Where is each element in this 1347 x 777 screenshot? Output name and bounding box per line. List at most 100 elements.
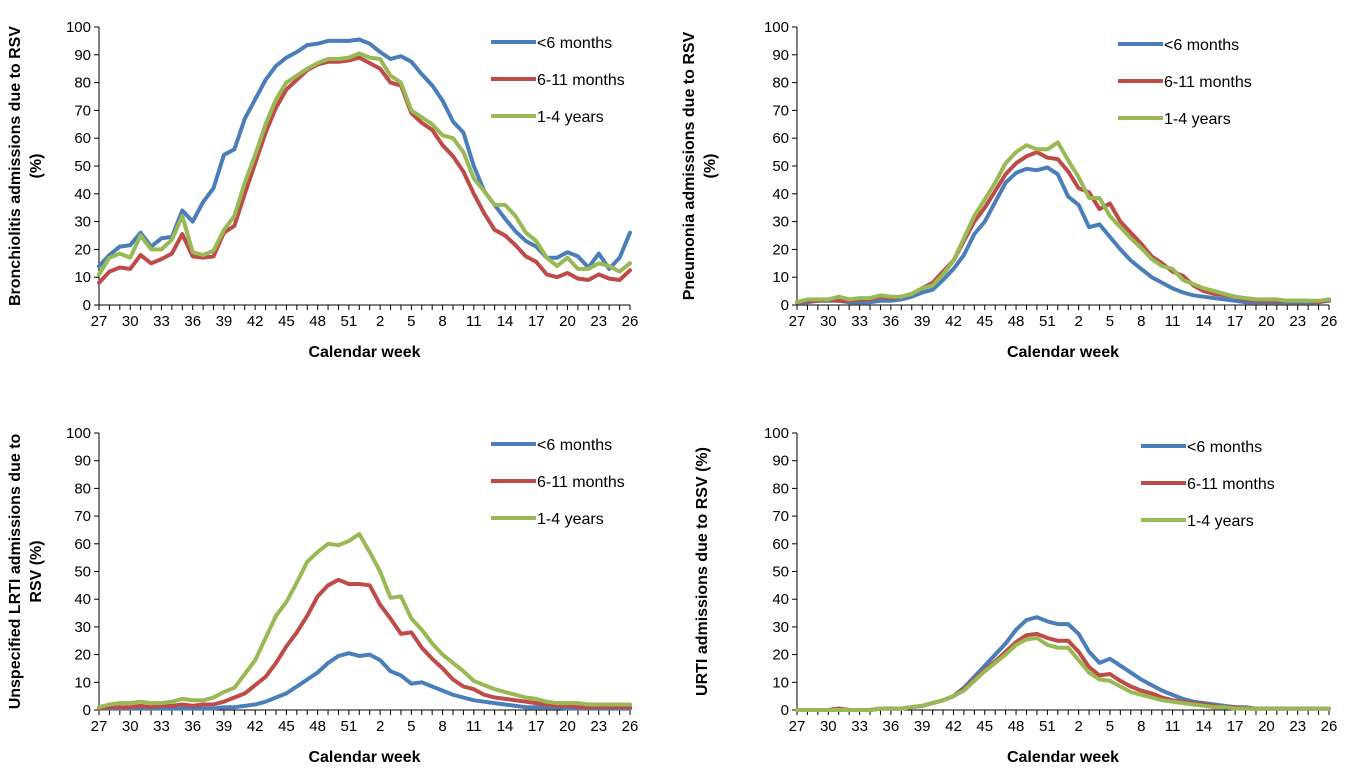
legend-label: 6-11 months xyxy=(1187,476,1275,493)
x-tick-label: 48 xyxy=(1008,718,1025,735)
x-tick-label: 27 xyxy=(789,313,806,330)
y-tick-label: 60 xyxy=(772,536,789,553)
x-tick-label: 26 xyxy=(1321,313,1338,330)
x-tick-label: 20 xyxy=(1258,718,1275,735)
chart-panel-bronchiolitis: 0 10 20 30 40 50 60 70 80 90 100 27 30 33 36 39 42 45 48 51… xyxy=(0,0,673,388)
y-tick-label: 20 xyxy=(74,647,91,664)
chart-panel-urti: 0 10 20 30 40 50 60 70 80 90 100 27 30 33 36 39 42 45 48 51… xyxy=(674,389,1347,777)
x-axis-title: Calendar week xyxy=(1007,344,1119,361)
y-tick-label: 90 xyxy=(772,453,789,470)
x-tick-label: 8 xyxy=(1137,313,1145,330)
x-tick-label: 17 xyxy=(528,313,545,330)
y-tick-label: 40 xyxy=(772,591,789,608)
x-tick-label: 20 xyxy=(559,313,576,330)
x-tick-label: 26 xyxy=(1321,718,1338,735)
x-tick-label: 17 xyxy=(1227,718,1244,735)
x-tick-label: 27 xyxy=(91,718,108,735)
y-tick-label: 30 xyxy=(772,214,789,231)
x-tick-label: 8 xyxy=(438,313,446,330)
x-tick-label: 45 xyxy=(976,313,993,330)
x-tick-label: 23 xyxy=(590,313,607,330)
y-axis-title: Bronchiolitis admissions due to RSV (%) xyxy=(7,26,45,306)
x-tick-label: 30 xyxy=(122,313,139,330)
x-tick-label: 27 xyxy=(91,313,108,330)
x-tick-label: 51 xyxy=(341,313,358,330)
legend-label: <6 months xyxy=(1164,37,1239,54)
y-tick-label: 30 xyxy=(74,214,91,231)
legend-label: <6 months xyxy=(537,437,612,454)
series-line-2 xyxy=(795,150,1331,305)
x-tick-label: 17 xyxy=(528,718,545,735)
y-tick-label: 10 xyxy=(772,674,789,691)
x-tick-label: 26 xyxy=(622,718,639,735)
x-tick-label: 33 xyxy=(153,313,170,330)
series-line-3 xyxy=(795,636,1331,712)
legend-label: 1-4 years xyxy=(537,109,604,126)
y-tick-label: 80 xyxy=(772,75,789,92)
y-tick-label: 20 xyxy=(772,647,789,664)
x-tick-label: 39 xyxy=(216,718,233,735)
y-tick-label: 30 xyxy=(74,619,91,636)
legend-label: <6 months xyxy=(537,35,612,52)
x-tick-label: 33 xyxy=(851,313,868,330)
y-tick-label: 10 xyxy=(74,269,91,286)
x-tick-label: 45 xyxy=(278,313,295,330)
y-tick-label: 100 xyxy=(764,19,789,36)
x-tick-label: 39 xyxy=(216,313,233,330)
y-tick-label: 90 xyxy=(74,47,91,64)
y-axis-title: URTI admissions due to RSV (%) xyxy=(694,447,711,696)
x-axis-title: Calendar week xyxy=(308,344,420,361)
y-tick-label: 40 xyxy=(74,591,91,608)
x-tick-label: 5 xyxy=(1106,718,1114,735)
x-tick-label: 5 xyxy=(407,718,415,735)
x-tick-label: 39 xyxy=(914,313,931,330)
y-tick-label: 100 xyxy=(66,425,91,442)
x-tick-label: 48 xyxy=(309,313,326,330)
x-tick-label: 2 xyxy=(1074,313,1082,330)
x-tick-label: 2 xyxy=(376,313,384,330)
x-tick-label: 36 xyxy=(883,313,900,330)
x-tick-label: 27 xyxy=(789,718,806,735)
y-tick-label: 10 xyxy=(74,674,91,691)
y-tick-label: 80 xyxy=(74,480,91,497)
y-tick-label: 60 xyxy=(74,536,91,553)
y-tick-label: 20 xyxy=(772,241,789,258)
y-tick-label: 80 xyxy=(74,75,91,92)
y-tick-label: 70 xyxy=(772,102,789,119)
y-tick-label: 50 xyxy=(74,564,91,581)
legend-label: 1-4 years xyxy=(1164,111,1231,128)
y-tick-label: 100 xyxy=(764,425,789,442)
x-tick-label: 23 xyxy=(1289,313,1306,330)
series-line-1 xyxy=(795,165,1331,305)
y-tick-label: 70 xyxy=(772,508,789,525)
series-line-3 xyxy=(97,51,632,277)
x-tick-label: 48 xyxy=(309,718,326,735)
y-tick-label: 60 xyxy=(74,130,91,147)
y-tick-label: 60 xyxy=(772,130,789,147)
y-tick-label: 90 xyxy=(772,47,789,64)
x-tick-label: 5 xyxy=(407,313,415,330)
y-tick-label: 40 xyxy=(74,186,91,203)
x-tick-label: 42 xyxy=(247,313,264,330)
x-tick-label: 17 xyxy=(1227,313,1244,330)
x-tick-label: 11 xyxy=(466,718,482,735)
y-tick-label: 50 xyxy=(74,158,91,175)
x-tick-label: 51 xyxy=(1039,718,1056,735)
x-tick-label: 14 xyxy=(497,313,514,330)
legend-label: 6-11 months xyxy=(537,474,625,491)
x-tick-label: 14 xyxy=(1195,718,1212,735)
y-tick-label: 50 xyxy=(772,158,789,175)
y-tick-label: 0 xyxy=(781,297,789,314)
y-tick-label: 50 xyxy=(772,564,789,581)
x-axis-title: Calendar week xyxy=(308,749,420,766)
series-line-2 xyxy=(97,55,632,285)
y-tick-label: 100 xyxy=(66,19,91,36)
x-tick-label: 30 xyxy=(122,718,139,735)
series-line-2 xyxy=(795,631,1331,712)
legend-label: 1-4 years xyxy=(1187,513,1254,530)
y-tick-label: 70 xyxy=(74,102,91,119)
